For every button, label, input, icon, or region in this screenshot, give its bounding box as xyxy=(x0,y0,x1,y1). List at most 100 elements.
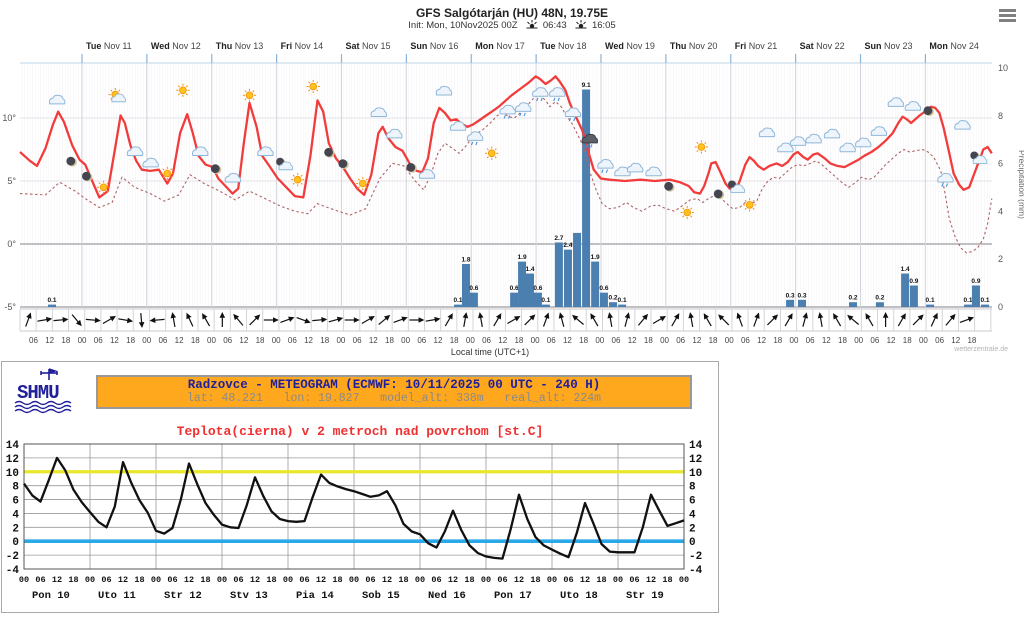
day-label: Uto 11 xyxy=(98,590,136,602)
wind-arrow xyxy=(71,314,82,327)
y-axis-right-label: 12 xyxy=(689,454,702,466)
hamburger-menu-icon[interactable] xyxy=(999,9,1016,22)
weather-icon-cloud xyxy=(626,162,644,173)
weather-icon-cloud xyxy=(855,137,872,148)
wind-arrow xyxy=(637,313,649,326)
time-tick-label: 18 xyxy=(838,336,847,345)
wind-arrow xyxy=(688,312,694,327)
day-label: Tue Nov 18 xyxy=(540,41,586,51)
wind-arrow xyxy=(507,316,521,325)
time-tick-label: 06 xyxy=(299,575,309,585)
time-tick-label: 06 xyxy=(547,336,556,345)
time-tick-label: 12 xyxy=(184,575,194,585)
wind-arrow xyxy=(959,316,975,323)
precip-bar xyxy=(454,304,463,307)
weather-icon-moon xyxy=(82,171,93,182)
time-tick-label: 00 xyxy=(547,575,557,585)
shmu-header-banner: Radzovce - METEOGRAM (ECMWF: 10/11/2025 … xyxy=(96,375,692,409)
time-tick-label: 12 xyxy=(250,575,260,585)
time-tick-label: 06 xyxy=(497,575,507,585)
wind-arrow xyxy=(25,312,32,327)
plot-border xyxy=(23,443,685,570)
time-tick-label: 12 xyxy=(304,336,313,345)
weather-icon-sun xyxy=(96,180,111,194)
time-tick-label: 06 xyxy=(935,336,944,345)
time-tick-label: 00 xyxy=(725,336,734,345)
time-tick-label: 00 xyxy=(595,336,604,345)
precip-bar xyxy=(909,285,918,307)
y-axis-right-label: 4 xyxy=(998,206,1003,216)
wind-arrow xyxy=(607,312,613,327)
wind-arrow xyxy=(249,314,261,326)
time-tick-label: 06 xyxy=(233,575,243,585)
wind-arrow xyxy=(558,312,565,327)
temperature-line xyxy=(23,456,685,560)
sunrise-icon xyxy=(526,20,538,29)
y-axis-right-label: 0 xyxy=(689,537,696,549)
y-axis-right-label: 2 xyxy=(689,523,696,535)
precip-bar xyxy=(591,261,600,307)
wind-arrow xyxy=(945,313,956,326)
chart-title: Teplota(cierna) v 2 metroch nad povrchom… xyxy=(176,424,544,439)
time-tick-label: 06 xyxy=(101,575,111,585)
precip-bar xyxy=(510,292,519,307)
y-axis-left-label: 2 xyxy=(12,523,19,535)
page-title: GFS Salgótarján (HU) 48N, 19.75E xyxy=(415,6,609,20)
precip-label: 0.1 xyxy=(541,297,550,304)
wind-arrow xyxy=(393,316,408,323)
shmu-banner-subtitle: lat: 48.221 lon: 19.827 model_alt: 338m … xyxy=(186,392,602,405)
day-label: Uto 18 xyxy=(560,590,598,602)
precip-bar xyxy=(875,302,884,307)
precip-bar xyxy=(461,263,470,307)
precip-bar xyxy=(48,304,57,307)
wind-arrow xyxy=(802,312,808,327)
logo-waves xyxy=(14,400,72,414)
weather-icon-cloud xyxy=(435,85,453,96)
time-tick-label: 00 xyxy=(466,336,475,345)
precip-bar xyxy=(786,299,795,307)
time-tick-label: 12 xyxy=(498,336,507,345)
weather-icon-sun xyxy=(160,166,174,180)
wind-arrow xyxy=(280,316,295,323)
precip-label: 2.4 xyxy=(563,242,572,249)
time-tick-label: 18 xyxy=(903,336,912,345)
time-tick-label: 12 xyxy=(646,575,656,585)
day-label: Mon Nov 24 xyxy=(929,41,979,51)
weather-icon-cloud xyxy=(224,172,242,183)
time-tick-label: 18 xyxy=(596,575,606,585)
time-tick-label: 18 xyxy=(200,575,210,585)
local-time-label: Local time (UTC+1) xyxy=(451,347,529,357)
shmu-logo: SHMU xyxy=(14,368,72,414)
precip-label: 0.9 xyxy=(909,278,918,285)
weather-icon-cloud xyxy=(823,128,841,139)
precip-bar xyxy=(609,302,618,307)
y-axis-left-label: 0 xyxy=(12,537,19,549)
precip-bar xyxy=(981,304,990,307)
wind-arrow xyxy=(312,317,328,323)
weather-icon-mooncloud xyxy=(276,157,294,171)
wind-arrow xyxy=(912,314,924,326)
time-tick-label: 00 xyxy=(660,336,669,345)
time-tick-label: 12 xyxy=(514,575,524,585)
weather-icon-sun xyxy=(356,176,370,191)
wind-arrow xyxy=(425,316,441,323)
wind-arrow xyxy=(85,317,101,323)
wind-arrow xyxy=(477,312,484,327)
day-label: Sun Nov 16 xyxy=(410,41,458,51)
weather-icon-cloud xyxy=(887,97,905,107)
y-axis-left-label: -4 xyxy=(6,565,20,577)
time-tick-label: 12 xyxy=(239,336,248,345)
time-tick-label: 00 xyxy=(19,575,29,585)
weather-icon-sun xyxy=(306,79,320,94)
weather-icon-raincloud xyxy=(532,87,549,102)
weather-icon-cloud xyxy=(904,101,922,111)
wind-arrow xyxy=(897,313,906,327)
hourly-grid xyxy=(20,63,992,307)
weather-icon-moon xyxy=(210,164,222,175)
wind-arrow xyxy=(233,313,244,326)
time-tick-label: 18 xyxy=(332,575,342,585)
y-axis-left-label: 5° xyxy=(7,176,16,186)
y-axis-left-label: 4 xyxy=(12,509,19,521)
wind-arrow xyxy=(361,316,375,325)
